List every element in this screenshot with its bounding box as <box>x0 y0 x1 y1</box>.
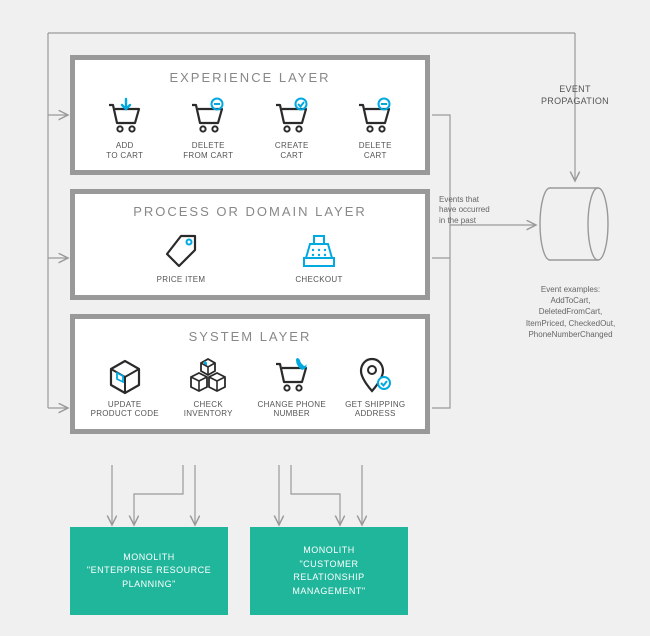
item-label: DELETECART <box>359 141 392 160</box>
monolith-row: MONOLITH"ENTERPRISE RESOURCEPLANNING" MO… <box>70 527 408 615</box>
price-tag-icon <box>160 229 202 271</box>
cart-add-icon <box>104 95 146 137</box>
monolith-erp: MONOLITH"ENTERPRISE RESOURCEPLANNING" <box>70 527 228 615</box>
item-price-item: PRICE ITEM <box>142 229 220 285</box>
item-label: ADDTO CART <box>106 141 143 160</box>
event-examples: Event examples: AddToCart,DeletedFromCar… <box>498 284 643 340</box>
experience-layer-title: EXPERIENCE LAYER <box>83 70 417 85</box>
location-icon <box>354 354 396 396</box>
system-layer-title: SYSTEM LAYER <box>83 329 417 344</box>
item-get-shipping: GET SHIPPINGADDRESS <box>336 354 414 419</box>
experience-layer: EXPERIENCE LAYER ADDTO CART <box>70 55 430 175</box>
monolith-erp-label: MONOLITH"ENTERPRISE RESOURCEPLANNING" <box>87 551 211 592</box>
monolith-crm: MONOLITH"CUSTOMERRELATIONSHIPMANAGEMENT" <box>250 527 408 615</box>
item-label: CHECKOUT <box>295 275 342 285</box>
item-label: CHECKINVENTORY <box>184 400 233 419</box>
events-occurred-label: Events thathave occurredin the past <box>439 195 504 226</box>
system-layer: SYSTEM LAYER UPDATEPRODUCT CODE <box>70 314 430 434</box>
event-examples-body: AddToCart,DeletedFromCart,ItemPriced, Ch… <box>526 296 615 339</box>
cart-remove-icon <box>354 95 396 137</box>
event-propagation-label: EVENTPROPAGATION <box>535 84 615 107</box>
item-delete-from-cart: DELETEFROM CART <box>169 95 247 160</box>
monolith-crm-label: MONOLITH"CUSTOMERRELATIONSHIPMANAGEMENT" <box>292 544 365 598</box>
cart-create-icon <box>271 95 313 137</box>
phone-cart-icon <box>271 354 313 396</box>
item-label: UPDATEPRODUCT CODE <box>91 400 159 419</box>
item-check-inventory: CHECKINVENTORY <box>169 354 247 419</box>
item-label: DELETEFROM CART <box>183 141 233 160</box>
item-update-product-code: UPDATEPRODUCT CODE <box>86 354 164 419</box>
cart-delete-icon <box>187 95 229 137</box>
item-label: PRICE ITEM <box>157 275 206 285</box>
process-layer: PROCESS OR DOMAIN LAYER PRICE ITEM <box>70 189 430 300</box>
item-create-cart: CREATECART <box>253 95 331 160</box>
item-change-phone: CHANGE PHONENUMBER <box>253 354 331 419</box>
item-label: CHANGE PHONENUMBER <box>258 400 327 419</box>
register-icon <box>298 229 340 271</box>
item-label: CREATECART <box>275 141 309 160</box>
item-delete-cart: DELETECART <box>336 95 414 160</box>
layers-container: EXPERIENCE LAYER ADDTO CART <box>70 55 430 448</box>
boxes-icon <box>187 354 229 396</box>
package-icon <box>104 354 146 396</box>
event-store-cylinder <box>538 183 610 265</box>
event-examples-title: Event examples: <box>541 285 600 294</box>
item-label: GET SHIPPINGADDRESS <box>345 400 405 419</box>
process-layer-title: PROCESS OR DOMAIN LAYER <box>83 204 417 219</box>
item-add-to-cart: ADDTO CART <box>86 95 164 160</box>
item-checkout: CHECKOUT <box>280 229 358 285</box>
